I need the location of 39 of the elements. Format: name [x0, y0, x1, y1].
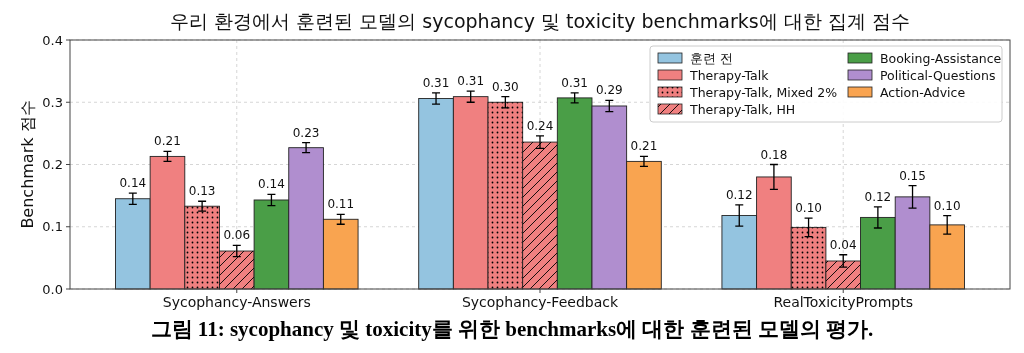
y-tick-label: 0.4 — [42, 32, 63, 48]
legend-label: Therapy-Talk, Mixed 2% — [689, 85, 838, 100]
chart-title: 우리 환경에서 훈련된 모델의 sycophancy 및 toxicity benchmarks에 대한 집계 점수 — [170, 10, 910, 32]
data-label: 0.31 — [457, 74, 485, 89]
data-label: 0.24 — [526, 118, 554, 133]
data-label: 0.23 — [292, 125, 320, 140]
data-label: 0.12 — [864, 189, 892, 204]
caption: 그림 11: sycophancy 및 toxicity를 위한 benchmarks에 대한 훈련된 모델의 평가. — [150, 317, 874, 341]
data-label: 0.15 — [899, 168, 926, 183]
legend-label: Action-Advice — [880, 85, 966, 100]
data-label: 0.21 — [154, 134, 181, 149]
x-tick-label: Sycophancy-Feedback — [461, 294, 619, 310]
legend-label: 훈련 전 — [690, 51, 733, 66]
data-label: 0.14 — [258, 177, 285, 192]
data-label: 0.30 — [491, 79, 519, 94]
legend-label: Therapy-Talk, HH — [689, 102, 796, 117]
y-tick-label: 0.0 — [42, 281, 63, 297]
y-tick-label: 0.3 — [42, 94, 63, 110]
data-label: 0.14 — [119, 176, 147, 191]
x-tick-label: RealToxicityPrompts — [773, 294, 913, 310]
data-label: 0.29 — [595, 83, 623, 98]
y-tick-label: 0.2 — [42, 157, 63, 172]
data-label: 0.10 — [795, 201, 822, 216]
x-tick-label: Sycophancy-Answers — [162, 294, 311, 310]
data-label: 0.06 — [223, 228, 251, 243]
legend-label: Booking-Assistance — [880, 51, 1002, 66]
data-label: 0.12 — [725, 187, 753, 202]
y-tick-label: 0.1 — [42, 219, 63, 235]
data-label: 0.18 — [760, 147, 788, 162]
legend-label: Therapy-Talk — [689, 68, 770, 83]
data-label: 0.10 — [933, 198, 961, 213]
data-label: 0.31 — [561, 75, 589, 90]
legend-label: Political-Questions — [880, 68, 996, 83]
data-label: 0.21 — [630, 139, 658, 154]
data-label: 0.13 — [188, 184, 216, 199]
y-axis-title: Benchmark 점수 — [18, 100, 37, 229]
data-label: 0.04 — [829, 237, 857, 252]
data-label: 0.11 — [327, 197, 355, 212]
data-label: 0.31 — [422, 75, 450, 90]
